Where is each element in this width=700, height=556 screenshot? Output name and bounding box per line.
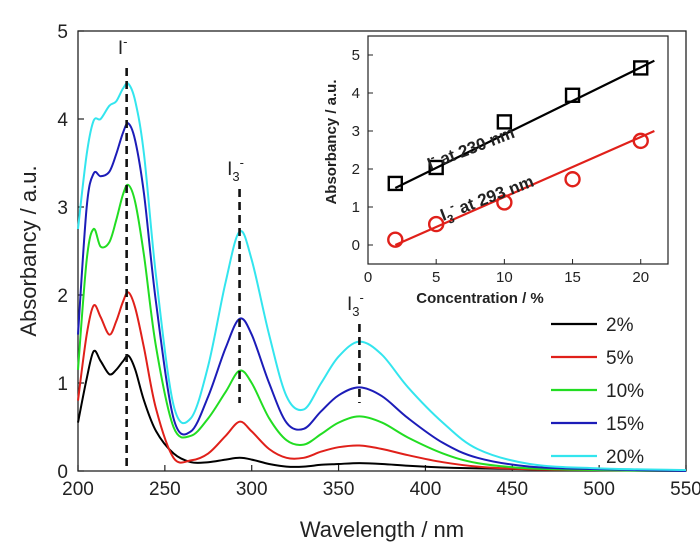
y-tick-label: 4 bbox=[57, 110, 68, 131]
inset-x-tick-label: 5 bbox=[432, 269, 440, 286]
inset-plot: 0 5 10 15 20 0 1 2 3 4 5 Concentration / % Absorbanc… bbox=[323, 35, 669, 307]
inset-point-square bbox=[633, 60, 649, 76]
inset-point-circle bbox=[496, 194, 513, 211]
inset-point-circle bbox=[427, 215, 445, 233]
x-axis-title: Wavelength / nm bbox=[300, 517, 464, 542]
inset-point-circle bbox=[387, 231, 404, 248]
inset-y-tick-label: 0 bbox=[352, 237, 360, 254]
x-tick-label: 500 bbox=[583, 479, 615, 500]
x-tick-label: 250 bbox=[149, 479, 181, 500]
series-line-10pct bbox=[77, 183, 687, 472]
inset-y-tick-label: 4 bbox=[352, 85, 360, 102]
inset-point-square bbox=[387, 175, 403, 192]
main-plot: 200 250 300 350 400 450 500 550012345Wavelength… bbox=[16, 22, 700, 542]
series-line-20pct bbox=[77, 82, 687, 472]
inset-x-axis-title: Concentration / % bbox=[416, 290, 544, 307]
y-axis-title: Absorbancy / a.u. bbox=[16, 165, 41, 336]
series-line-2pct bbox=[77, 349, 687, 472]
inset-x-tick-label: 20 bbox=[632, 269, 649, 286]
legend: 2% 5% 10% 15% 20% bbox=[551, 315, 644, 468]
inset-y-axis-title: Absorbancy / a.u. bbox=[323, 79, 340, 204]
x-tick-label: 400 bbox=[410, 479, 442, 500]
inset-x-tick-label: 15 bbox=[564, 269, 581, 286]
y-tick-label: 2 bbox=[57, 286, 68, 307]
annotation-label: I3- bbox=[347, 290, 364, 319]
inset-x-tick-label: 0 bbox=[364, 269, 372, 286]
inset-fit-line bbox=[394, 59, 655, 189]
x-tick-label: 300 bbox=[236, 479, 268, 500]
inset-y-tick-label: 5 bbox=[352, 47, 360, 64]
legend-label: 20% bbox=[606, 447, 644, 468]
inset-y-tick-label: 2 bbox=[352, 161, 360, 178]
y-tick-label: 5 bbox=[57, 22, 68, 43]
inset-y-tick-label: 3 bbox=[352, 123, 360, 140]
inset-point-circle bbox=[564, 171, 581, 188]
inset-x-tick-label: 10 bbox=[496, 269, 513, 286]
series-line-5pct bbox=[77, 291, 687, 472]
inset-fit-line bbox=[394, 129, 655, 247]
series-line-15pct bbox=[77, 122, 687, 472]
legend-label: 15% bbox=[606, 414, 644, 435]
x-tick-label: 200 bbox=[62, 479, 94, 500]
inset-y-tick-label: 1 bbox=[352, 199, 360, 216]
annotation-label: I- bbox=[118, 34, 128, 59]
inset-frame bbox=[367, 35, 669, 265]
annotation-label: I3- bbox=[227, 155, 244, 184]
inset-point-circle bbox=[632, 132, 649, 150]
x-tick-label: 450 bbox=[496, 479, 528, 500]
plot-frame bbox=[77, 30, 687, 472]
legend-label: 5% bbox=[606, 348, 634, 369]
legend-label: 10% bbox=[606, 381, 644, 402]
y-tick-label: 0 bbox=[57, 462, 68, 483]
legend-label: 2% bbox=[606, 315, 634, 336]
inset-point-square bbox=[564, 87, 581, 103]
y-tick-label: 1 bbox=[57, 374, 68, 395]
x-tick-label: 350 bbox=[323, 479, 355, 500]
x-tick-label: 550 bbox=[670, 479, 700, 500]
inset-point-square bbox=[496, 114, 513, 130]
y-tick-label: 3 bbox=[57, 198, 68, 219]
inset-point-square bbox=[428, 159, 444, 176]
